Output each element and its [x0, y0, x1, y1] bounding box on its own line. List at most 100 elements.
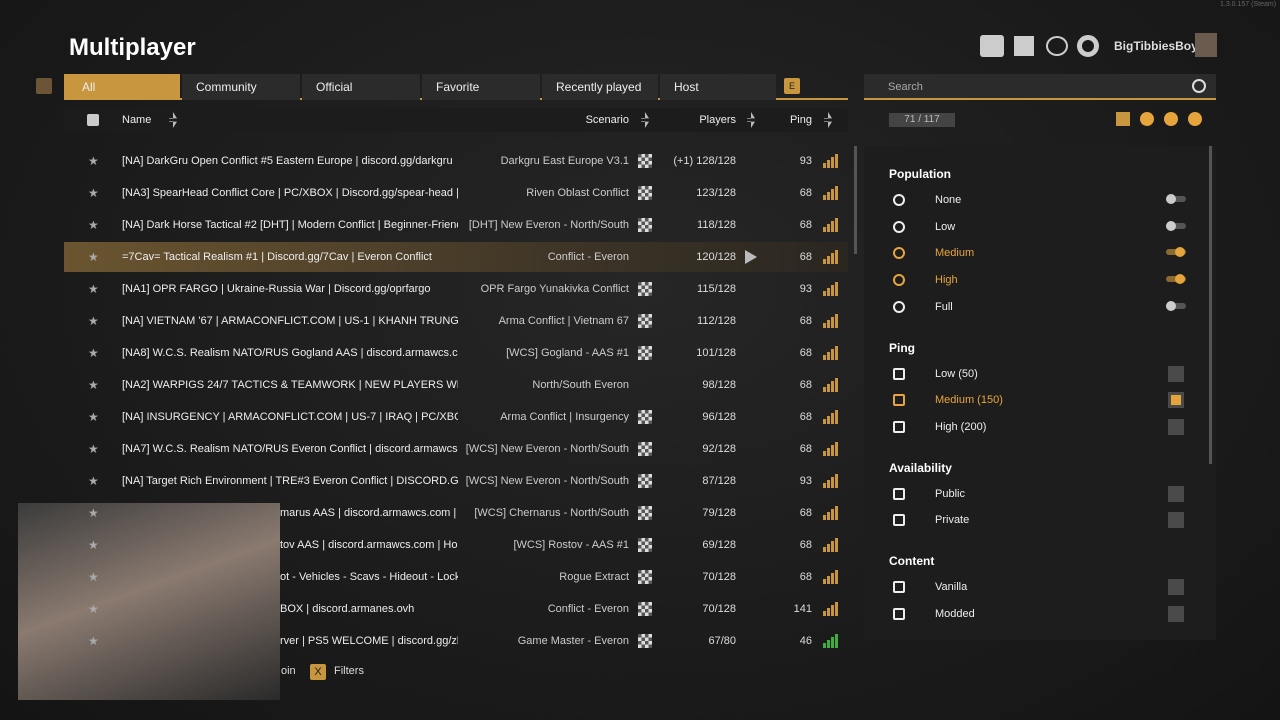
favorite-star[interactable]: ★ [88, 218, 99, 232]
checkbox[interactable] [1168, 485, 1184, 502]
checkbox[interactable] [1168, 579, 1184, 595]
favorite-star[interactable]: ★ [88, 410, 99, 424]
version: 1.3.0.157 (Steam) [1220, 1, 1277, 8]
favorite-star[interactable]: ★ [88, 442, 99, 456]
favorite-star[interactable]: ★ [88, 154, 99, 168]
checkbox[interactable] [1168, 418, 1184, 435]
favorite-star[interactable]: ★ [88, 282, 99, 296]
tab[interactable]: Host [660, 74, 776, 100]
filter-label[interactable]: High [935, 274, 958, 287]
filter-quick-icon[interactable] [1188, 112, 1202, 126]
server-row[interactable]: ★ =7Cav= Tactical Realism #1 | Discord.gg… [64, 242, 848, 272]
filter-quick-icon[interactable] [1140, 112, 1154, 126]
scrollbar[interactable] [854, 146, 857, 254]
server-name: tov AAS | discord.armawcs.com | Hosted b [280, 539, 458, 551]
server-row[interactable]: ★ [NA] Target Rich Environment | TRE#3 Ev… [64, 466, 848, 496]
toggle[interactable] [1166, 302, 1186, 309]
scrollbar[interactable] [1209, 146, 1212, 464]
like-icon[interactable] [87, 114, 99, 126]
checkbox[interactable] [1168, 605, 1184, 622]
filter-icon [893, 487, 905, 500]
sort-arrow[interactable] [641, 112, 649, 128]
server-row[interactable]: ★ ot - Vehicles - Scavs - Hideout - Locke… [64, 562, 848, 592]
play-icon[interactable] [745, 250, 757, 264]
block-icon[interactable] [1046, 36, 1068, 56]
filter-label[interactable]: Modded [935, 607, 975, 620]
column-title[interactable]: Players [699, 114, 736, 126]
favorite-star[interactable]: ★ [88, 570, 99, 584]
column-title[interactable]: Name [122, 114, 152, 126]
username[interactable]: BigTibbiesBoy [1114, 39, 1198, 53]
checkbox[interactable] [1168, 392, 1184, 409]
favorite-star[interactable]: ★ [88, 186, 99, 200]
toggle[interactable] [1166, 196, 1186, 202]
tab[interactable]: Favorite [422, 74, 540, 100]
players: 101/128 [696, 347, 736, 359]
server-count: 71 / 117 [889, 113, 955, 127]
select-box[interactable] [36, 78, 52, 94]
tab[interactable]: Community [182, 74, 300, 100]
scenario: [WCS] Rostov - AAS #1 [513, 539, 629, 551]
server-row[interactable]: ★ BOX | discord.armanes.ovh Conflict - Eve… [64, 594, 848, 624]
server-row[interactable]: ★ [NA] DarkGru Open Conflict #5 Eastern E… [64, 146, 848, 176]
filters-button[interactable]: Filters [334, 665, 364, 677]
server-row[interactable]: ★ [NA1] OPR FARGO | Ukraine-Russia War | … [64, 274, 848, 304]
webcam [18, 503, 280, 700]
server-row[interactable]: ★ [NA3] SpearHead Conflict Core | PC/XBOX… [64, 178, 848, 208]
server-name: [NA] VIETNAM '67 | ARMACONFLICT.COM | US… [122, 315, 458, 327]
search-icon[interactable] [1192, 79, 1206, 93]
sort-arrow[interactable] [169, 112, 177, 128]
filter-label[interactable]: None [935, 194, 962, 206]
filter-label[interactable]: Public [935, 487, 965, 500]
filter-label[interactable]: Private [935, 514, 970, 527]
join-button[interactable]: oin [281, 665, 296, 677]
filter-label[interactable]: Medium (150) [935, 394, 1003, 407]
favorite-star[interactable]: ★ [88, 314, 99, 328]
filter-label[interactable]: Medium [935, 247, 975, 260]
favorite-star[interactable]: ★ [88, 250, 99, 264]
favorite-star[interactable]: ★ [88, 346, 99, 360]
favorite-star[interactable]: ★ [88, 602, 99, 616]
avatar[interactable] [1195, 33, 1217, 57]
mods-icon[interactable] [980, 35, 1004, 57]
filter-quick-icon[interactable] [1164, 112, 1178, 126]
server-row[interactable]: ★ [NA7] W.C.S. Realism NATO/RUS Everon Co… [64, 434, 848, 464]
column-header [64, 108, 848, 132]
filter-label[interactable]: Low (50) [935, 367, 978, 380]
column-title[interactable]: Ping [789, 114, 812, 126]
sort-arrow[interactable] [824, 112, 832, 128]
ping: 68 [799, 507, 812, 519]
settings-icon[interactable] [1077, 35, 1099, 57]
tab[interactable]: Recently played [542, 74, 658, 100]
favorite-star[interactable]: ★ [88, 474, 99, 488]
scenario: [DHT] New Everon - North/South [468, 219, 629, 231]
server-row[interactable]: ★ [NA] VIETNAM '67 | ARMACONFLICT.COM | U… [64, 306, 848, 336]
news-icon[interactable] [1014, 36, 1034, 56]
server-row[interactable]: ★ [NA8] W.C.S. Realism NATO/RUS Gogland A… [64, 338, 848, 368]
tab[interactable]: Official [302, 74, 420, 100]
tab[interactable]: All [64, 74, 180, 100]
favorite-star[interactable]: ★ [88, 634, 99, 648]
server-row[interactable]: ★ marus AAS | discord.armawcs.com | Hoste… [64, 498, 848, 528]
server-row[interactable]: ★ rver | PS5 WELCOME | discord.gg/zbwh9tz… [64, 626, 848, 656]
column-title[interactable]: Scenario [585, 114, 629, 126]
server-row[interactable]: ★ tov AAS | discord.armawcs.com | Hosted … [64, 530, 848, 560]
server-row[interactable]: ★ [NA] INSURGENCY | ARMACONFLICT.COM | US… [64, 402, 848, 432]
server-name: [NA] Target Rich Environment | TRE#3 Eve… [122, 475, 458, 487]
checkbox[interactable] [1168, 512, 1184, 529]
filter-label[interactable]: Full [935, 300, 953, 313]
favorite-star[interactable]: ★ [88, 538, 99, 552]
sort-arrow[interactable] [747, 112, 755, 128]
filter-label[interactable]: Vanilla [935, 581, 968, 593]
favorite-star[interactable]: ★ [88, 378, 99, 392]
filter-label[interactable]: Low [935, 220, 956, 233]
toggle[interactable] [1166, 222, 1186, 229]
filter-quick-icon[interactable] [1116, 112, 1130, 126]
search-box[interactable]: Search [864, 74, 1216, 100]
favorite-star[interactable]: ★ [88, 506, 99, 520]
server-name: [NA8] W.C.S. Realism NATO/RUS Gogland AA… [122, 347, 458, 359]
filter-label[interactable]: High (200) [935, 420, 987, 433]
server-row[interactable]: ★ [NA2] WARPIGS 24/7 TACTICS & TEAMWORK |… [64, 370, 848, 400]
server-row[interactable]: ★ [NA] Dark Horse Tactical #2 [DHT] | Mod… [64, 210, 848, 240]
checkbox[interactable] [1168, 365, 1184, 382]
